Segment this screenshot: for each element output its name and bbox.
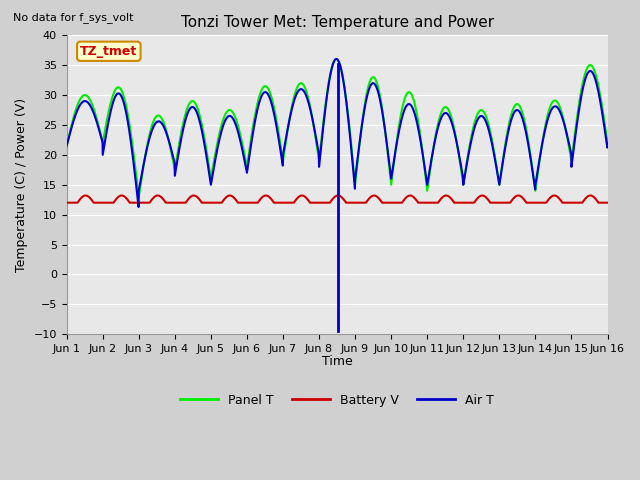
Title: Tonzi Tower Met: Temperature and Power: Tonzi Tower Met: Temperature and Power: [180, 15, 493, 30]
Legend: Panel T, Battery V, Air T: Panel T, Battery V, Air T: [175, 389, 499, 411]
Text: No data for f_sys_volt: No data for f_sys_volt: [13, 12, 133, 23]
Y-axis label: Temperature (C) / Power (V): Temperature (C) / Power (V): [15, 98, 28, 272]
X-axis label: Time: Time: [322, 355, 353, 368]
Text: TZ_tmet: TZ_tmet: [80, 45, 138, 58]
